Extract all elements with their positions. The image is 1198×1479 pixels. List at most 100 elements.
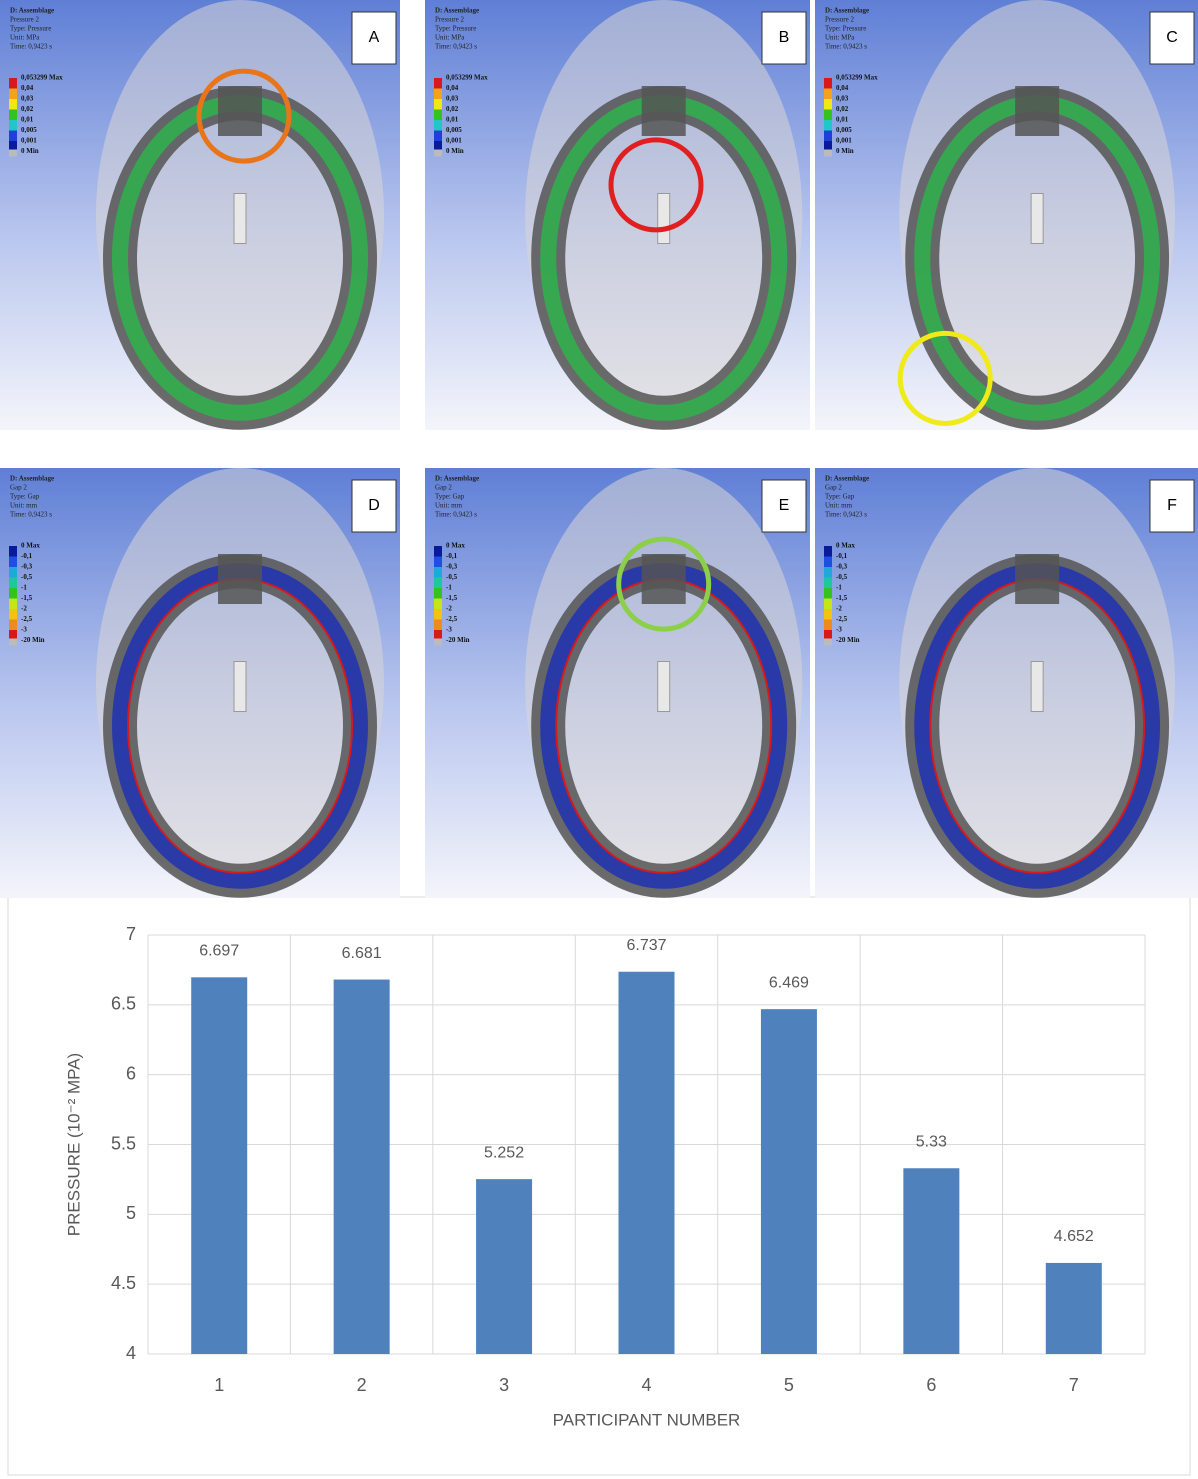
panel-header: Gap 2: [10, 484, 27, 492]
legend-swatch: [9, 89, 17, 100]
panel-header: Time: 0,9423 s: [10, 511, 52, 519]
legend-swatch: [9, 150, 17, 157]
legend-label: -0,5: [836, 573, 848, 581]
legend-swatch: [824, 150, 832, 157]
panel-header: Pressure 2: [825, 16, 854, 24]
legend-label: 0,001: [836, 137, 852, 145]
legend-label: -0,1: [836, 552, 848, 560]
legend-label: 0 Max: [21, 542, 40, 550]
legend-swatch: [9, 599, 17, 610]
legend-label: 0,01: [446, 116, 459, 124]
panel-header: Unit: mm: [10, 502, 38, 510]
panel-header: Type: Gap: [435, 493, 465, 501]
legend-label: -20 Min: [21, 636, 45, 644]
legend-label: -0,1: [446, 552, 458, 560]
y-tick-label: 4: [126, 1343, 136, 1363]
legend-swatch: [9, 110, 17, 121]
panel-label: B: [779, 29, 790, 46]
panel-header: Time: 0,9423 s: [825, 511, 867, 519]
nose-bridge: [1015, 554, 1059, 604]
x-tick-label: 2: [357, 1375, 367, 1395]
legend-label: 0,053299 Max: [21, 74, 63, 82]
legend-label: -20 Min: [446, 636, 470, 644]
legend-label: -20 Min: [836, 636, 860, 644]
panel-header: Time: 0,9423 s: [10, 43, 52, 51]
legend-label: -0,5: [21, 573, 33, 581]
legend-swatch: [9, 131, 17, 142]
legend-swatch: [824, 110, 832, 121]
legend-label: -0,3: [836, 563, 848, 571]
legend-label: -3: [446, 626, 452, 634]
legend-swatch: [824, 609, 832, 620]
y-axis-title: PRESSURE (10⁻² MPA): [64, 1053, 83, 1236]
sim-panel: D: AssemblageGap 2Type: GapUnit: mmTime:…: [0, 468, 400, 898]
legend-swatch: [9, 99, 17, 110]
panel-header: Time: 0,9423 s: [825, 43, 867, 51]
bar: [1046, 1263, 1102, 1354]
panel-header: Pressure 2: [435, 16, 464, 24]
bar: [619, 972, 675, 1354]
panel-header: Unit: MPa: [435, 34, 465, 42]
panel-label: E: [779, 497, 790, 514]
bar: [761, 1009, 817, 1354]
panel-header: D: Assemblage: [10, 475, 54, 483]
nose-bridge: [642, 554, 686, 604]
legend-label: 0,02: [21, 105, 34, 113]
legend-label: -2: [836, 605, 842, 613]
legend-label: 0,02: [836, 105, 849, 113]
panel-header: D: Assemblage: [435, 475, 479, 483]
panel-header: Gap 2: [435, 484, 452, 492]
spring: [658, 194, 670, 244]
y-tick-label: 5: [126, 1203, 136, 1223]
legend-swatch: [434, 609, 442, 620]
nose-bridge: [642, 86, 686, 136]
legend-label: -2,5: [21, 615, 33, 623]
legend-swatch: [434, 588, 442, 599]
legend-swatch: [434, 120, 442, 131]
panel-header: Pressure 2: [10, 16, 39, 24]
panel-header: Time: 0,9423 s: [435, 43, 477, 51]
x-tick-label: 1: [214, 1375, 224, 1395]
panel-header: D: Assemblage: [435, 7, 479, 15]
legend-swatch: [434, 567, 442, 578]
panel-header: Unit: mm: [435, 502, 463, 510]
legend-swatch: [434, 150, 442, 157]
bar: [191, 977, 247, 1354]
x-tick-label: 7: [1069, 1375, 1079, 1395]
page: {"panels": [ {"label": "A", "header": ["…: [0, 0, 1198, 1479]
legend-label: -1: [836, 584, 842, 592]
spring: [1031, 662, 1043, 712]
panel-header: Type: Pressure: [435, 25, 476, 33]
legend-swatch: [824, 89, 832, 100]
legend-swatch: [824, 599, 832, 610]
legend-label: 0,02: [446, 105, 459, 113]
legend-label: -1: [446, 584, 452, 592]
legend-swatch: [434, 578, 442, 589]
data-label: 5.252: [484, 1144, 524, 1161]
data-label: 6.697: [199, 943, 239, 960]
legend-label: -1,5: [836, 594, 848, 602]
bar: [334, 980, 390, 1354]
x-tick-label: 6: [926, 1375, 936, 1395]
legend-label: -0,5: [446, 573, 458, 581]
panel-label: F: [1167, 497, 1177, 514]
panel-header: Gap 2: [825, 484, 842, 492]
legend-swatch: [9, 588, 17, 599]
legend-swatch: [434, 110, 442, 121]
legend-label: -3: [21, 626, 27, 634]
legend-swatch: [824, 120, 832, 131]
bar: [476, 1179, 532, 1354]
legend-label: -3: [836, 626, 842, 634]
legend-label: -0,3: [21, 563, 33, 571]
legend-swatch: [824, 567, 832, 578]
legend-label: 0,03: [21, 95, 34, 103]
legend-label: -2: [21, 605, 27, 613]
legend-label: 0 Max: [446, 542, 465, 550]
legend-label: 0,03: [836, 95, 849, 103]
legend-label: 0,04: [836, 84, 849, 92]
legend-swatch: [9, 546, 17, 557]
legend-swatch: [824, 557, 832, 568]
legend-label: -2,5: [836, 615, 848, 623]
